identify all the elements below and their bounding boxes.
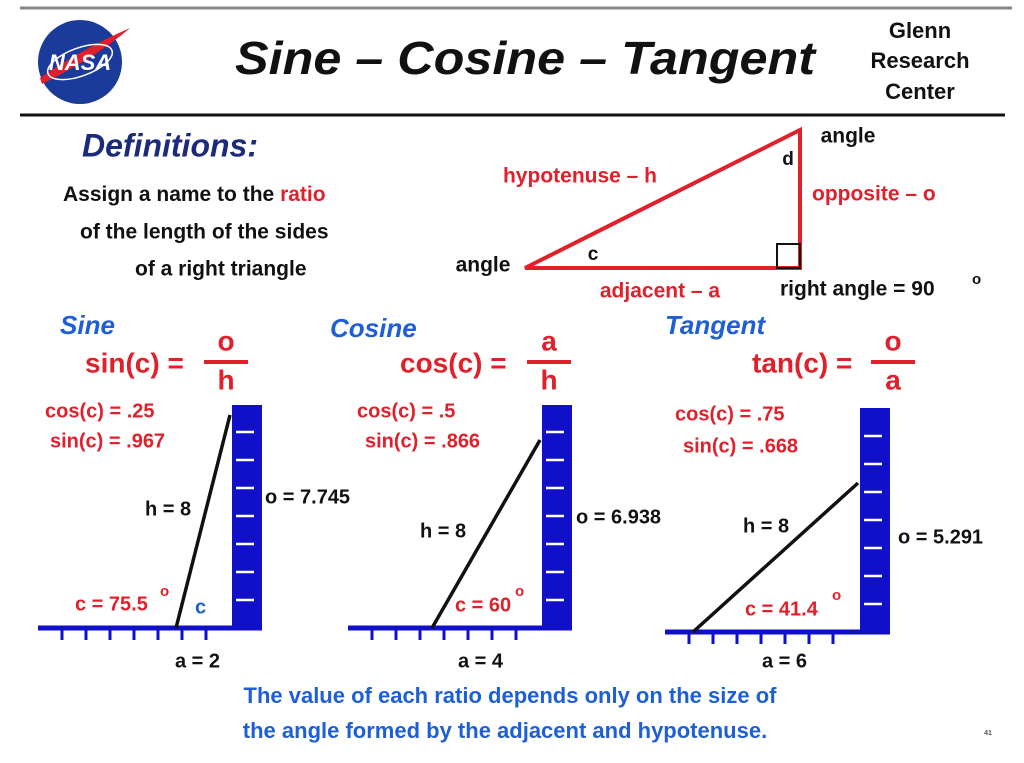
degree-mark: o bbox=[972, 271, 981, 288]
logo-orbit bbox=[46, 43, 114, 81]
opposite-label: opposite – o bbox=[812, 183, 936, 206]
opposite-value: o = 6.938 bbox=[576, 506, 661, 528]
logo-swoosh bbox=[40, 28, 130, 84]
angle-label: angle bbox=[456, 254, 511, 277]
hypotenuse-value: h = 8 bbox=[420, 520, 466, 542]
reference-triangle bbox=[524, 126, 802, 270]
hypotenuse-line bbox=[174, 414, 232, 629]
hypotenuse-line bbox=[691, 481, 860, 634]
degree-mark: o bbox=[515, 583, 524, 600]
angle-label: angle bbox=[821, 125, 876, 148]
adjacent-label: adjacent – a bbox=[600, 280, 721, 303]
angle-name: d bbox=[782, 149, 794, 170]
degree-mark: o bbox=[160, 583, 169, 600]
panel-name: Tangent bbox=[665, 310, 766, 340]
degree-mark: o bbox=[832, 587, 841, 604]
definition-text: Assign a name to the ratio bbox=[63, 183, 326, 206]
angle-mark: c bbox=[195, 596, 206, 618]
right-angle-box bbox=[776, 243, 801, 269]
definition-highlight: ratio bbox=[280, 183, 326, 206]
footer-text: the angle formed by the adjacent and hyp… bbox=[243, 718, 767, 743]
page-number: 41 bbox=[984, 730, 992, 737]
function-label: tan(c) = bbox=[752, 347, 852, 378]
cos-value: cos(c) = .5 bbox=[357, 400, 455, 422]
adjacent-value: a = 2 bbox=[175, 650, 220, 672]
hypotenuse-value: h = 8 bbox=[743, 515, 789, 537]
hypotenuse-label: hypotenuse – h bbox=[503, 165, 657, 188]
denominator: h bbox=[540, 364, 557, 395]
numerator: o bbox=[217, 325, 234, 356]
function-label: cos(c) = bbox=[400, 347, 507, 378]
opposite-value: o = 7.745 bbox=[265, 486, 350, 508]
angle-name: c bbox=[588, 244, 599, 265]
denominator: h bbox=[217, 364, 234, 395]
sin-value: sin(c) = .866 bbox=[365, 430, 480, 452]
center-name: Center bbox=[885, 79, 955, 104]
footer-text: The value of each ratio depends only on … bbox=[244, 683, 778, 708]
title: Sine – Cosine – Tangent bbox=[235, 32, 817, 84]
center-name: Glenn bbox=[889, 18, 951, 43]
cos-value: cos(c) = .75 bbox=[675, 403, 785, 425]
center-name: Research bbox=[870, 48, 969, 73]
adjacent-value: a = 6 bbox=[762, 650, 807, 672]
hypotenuse-value: h = 8 bbox=[145, 498, 191, 520]
definition-text: of a right triangle bbox=[135, 258, 307, 281]
logo-text: NASA bbox=[49, 50, 111, 75]
definition-text: of the length of the sides bbox=[80, 221, 329, 244]
hypotenuse-line bbox=[430, 439, 542, 629]
panel-name: Cosine bbox=[330, 313, 417, 343]
numerator: a bbox=[541, 325, 557, 356]
sin-value: sin(c) = .668 bbox=[683, 435, 798, 457]
angle-value: c = 41.4 bbox=[745, 598, 819, 620]
nasa-logo: NASA bbox=[38, 20, 130, 104]
cos-value: cos(c) = .25 bbox=[45, 400, 155, 422]
adjacent-value: a = 4 bbox=[458, 650, 504, 672]
trig-panel: Cosine cos(c) = ah cos(c) = .5 sin(c) = .866… bbox=[330, 313, 661, 672]
numerator: o bbox=[884, 325, 901, 356]
sin-value: sin(c) = .967 bbox=[50, 430, 165, 452]
panel-name: Sine bbox=[60, 310, 115, 340]
denominator: a bbox=[885, 364, 901, 395]
definitions-heading: Definitions: bbox=[82, 127, 258, 163]
angle-value: c = 60 bbox=[455, 594, 511, 616]
definition-text: Assign a name to the bbox=[63, 183, 274, 206]
opposite-value: o = 5.291 bbox=[898, 526, 983, 548]
angle-value: c = 75.5 bbox=[75, 593, 148, 615]
right-angle-label: right angle = 90 bbox=[780, 278, 935, 301]
function-label: sin(c) = bbox=[85, 347, 184, 378]
